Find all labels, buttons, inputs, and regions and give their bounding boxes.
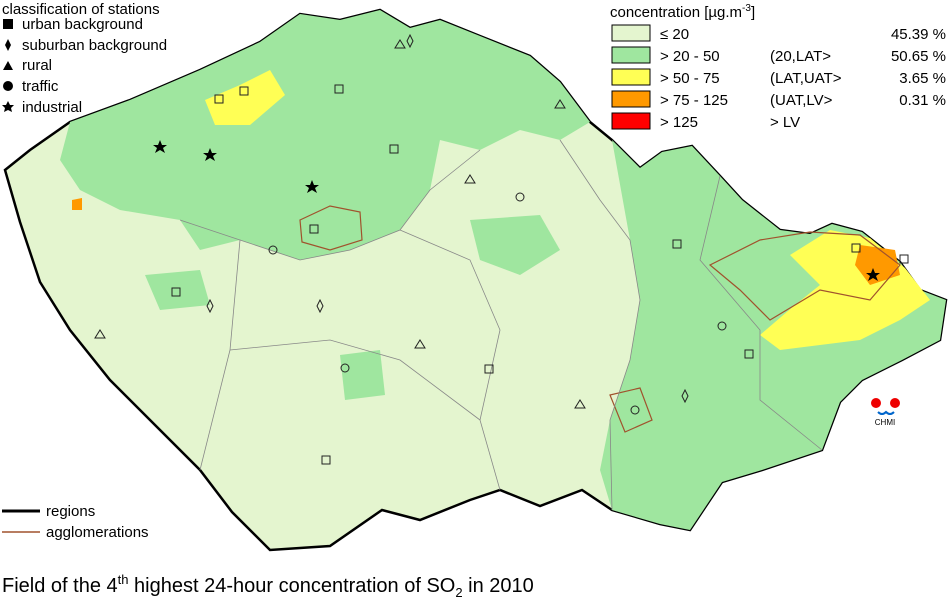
zone-75-125: [855, 245, 900, 285]
legend-symbol: [3, 61, 13, 70]
zone-75-125: [72, 198, 82, 210]
zone-20-50: [60, 10, 590, 260]
region-borders: [179, 139, 823, 511]
legend-label: > 20 - 50: [660, 48, 720, 65]
agglomeration-border: [299, 205, 363, 251]
legend-label: > 50 - 75: [660, 70, 720, 87]
text-part: highest 24-hour concentration of SO: [128, 575, 455, 597]
stations-legend-item: industrial: [22, 99, 82, 116]
legend-class: (UAT,LV>: [770, 92, 833, 109]
stations-legend-item: suburban background: [22, 37, 167, 54]
agglomeration-border: [708, 231, 901, 321]
legend-swatch: [611, 90, 651, 108]
text-part: ]: [751, 4, 755, 21]
legend-share: 3.65 %: [899, 70, 946, 87]
logo: CHMI: [871, 398, 900, 427]
text-part: -3: [742, 3, 751, 14]
legend-class: (LAT,UAT>: [770, 70, 842, 87]
zone-50-75: [205, 70, 285, 125]
text-part: Field of the: [2, 575, 107, 597]
legend-swatch: [611, 68, 651, 86]
logo-label: CHMI: [875, 418, 895, 427]
legend-symbol: [3, 81, 13, 91]
zone-20-50: [145, 270, 210, 310]
legend-class: (20,LAT>: [770, 48, 831, 65]
stations-legend-item: urban background: [22, 16, 143, 33]
lines-legend-item: agglomerations: [46, 524, 149, 541]
legend-symbol: [3, 19, 13, 29]
legend-swatch: [611, 112, 651, 130]
legend-share: 0.31 %: [899, 92, 946, 109]
text-part: 2: [455, 585, 462, 600]
stations-legend-item: traffic: [22, 78, 59, 95]
legend-swatch: [611, 24, 651, 42]
legend-symbol: [2, 101, 14, 112]
legend-symbol: [5, 39, 11, 51]
lines-legend-item: regions: [46, 503, 95, 520]
zone-20-50: [340, 350, 385, 400]
text-part: concentration [µg.m: [610, 4, 742, 21]
legend-share: 50.65 %: [891, 48, 946, 65]
map-title: Field of the 4th highest 24-hour concent…: [2, 572, 534, 600]
text-part: th: [118, 572, 129, 587]
legend-label: > 125: [660, 114, 698, 131]
zone-20-50: [470, 215, 560, 275]
agglomeration-border: [609, 387, 653, 433]
text-part: in 2010: [463, 575, 534, 597]
concentration-legend: ≤ 20 45.39 % > 20 - 50 (20,LAT> 50.65 % …: [611, 24, 946, 131]
text-part: 4: [107, 575, 118, 597]
legend-label: > 75 - 125: [660, 92, 728, 109]
concentration-legend-title: concentration [µg.m-3]: [610, 3, 755, 21]
station-symbols: [94, 33, 909, 465]
legend-share: 45.39 %: [891, 26, 946, 43]
stations-legend-title: classification of stations: [2, 1, 160, 18]
legend-class: > LV: [770, 114, 800, 131]
legend-label: ≤ 20: [660, 26, 689, 43]
stations-legend-item: rural: [22, 57, 52, 74]
legend-swatch: [611, 46, 651, 64]
